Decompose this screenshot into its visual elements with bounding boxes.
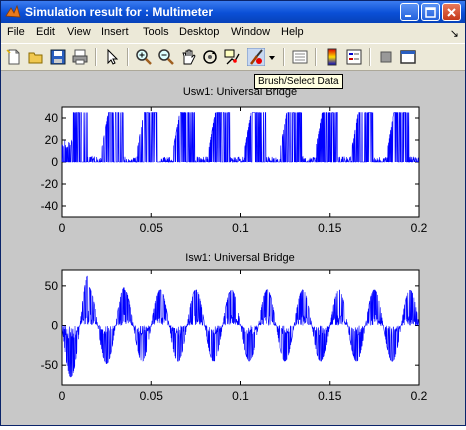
- toolbar-separator: [95, 48, 97, 66]
- y-tick-label: -50: [41, 358, 59, 372]
- pointer-icon[interactable]: [103, 48, 121, 66]
- y-tick-label: 0: [51, 319, 58, 333]
- brush-icon[interactable]: [247, 48, 265, 66]
- x-tick-label: 0.15: [318, 389, 342, 403]
- brush-dropdown-icon[interactable]: [267, 48, 277, 66]
- zoom-in-icon[interactable]: [135, 48, 153, 66]
- chart-title: Isw1: Universal Bridge: [185, 252, 294, 264]
- print-icon[interactable]: [71, 48, 89, 66]
- axes-bottom[interactable]: [61, 269, 420, 386]
- axes-top-ticks: 0 0.05 0.1 0.15 0.2 -40 -20 0 20 40: [41, 107, 428, 235]
- chart-title: Usw1: Universal Bridge: [183, 86, 297, 98]
- x-tick-label: 0.2: [411, 221, 428, 235]
- minimize-icon: [405, 15, 411, 17]
- x-tick-label: 0: [59, 389, 66, 403]
- x-tick-label: 0.15: [318, 221, 342, 235]
- x-tick-label: 0.2: [411, 389, 428, 403]
- rotate-3d-icon[interactable]: [201, 48, 219, 66]
- x-tick-label: 0.1: [232, 221, 249, 235]
- menu-file[interactable]: File: [7, 26, 25, 38]
- title-bar[interactable]: Simulation result for : Multimeter: [1, 1, 465, 23]
- series-line: [61, 275, 420, 378]
- axes-bottom-ticks: 0 0.05 0.1 0.15 0.2 -50 0 50: [41, 270, 428, 403]
- save-icon[interactable]: [49, 48, 67, 66]
- close-icon: [447, 8, 456, 17]
- menu-view[interactable]: View: [67, 26, 91, 38]
- show-plot-tools-icon[interactable]: [399, 48, 417, 66]
- close-button[interactable]: [442, 3, 461, 21]
- menu-help[interactable]: Help: [281, 26, 304, 38]
- menu-edit[interactable]: Edit: [36, 26, 55, 38]
- menu-window[interactable]: Window: [231, 26, 271, 38]
- plots-svg: Usw1: Universal Bridge 0 0.05 0.1 0.15 0.2 -4…: [41, 86, 428, 403]
- y-tick-label: -40: [41, 199, 59, 213]
- toolbar-separator: [369, 48, 371, 66]
- toolbar-separator: [127, 48, 129, 66]
- y-tick-label: 20: [45, 133, 59, 147]
- y-tick-label: -20: [41, 177, 59, 191]
- y-tick-label: 40: [45, 111, 59, 125]
- x-tick-label: 0: [59, 221, 66, 235]
- menu-tools[interactable]: Tools: [143, 26, 169, 38]
- dock-arrow-icon[interactable]: ↘: [449, 28, 459, 40]
- zoom-out-icon[interactable]: [157, 48, 175, 66]
- x-tick-label: 0.1: [232, 389, 249, 403]
- menu-desktop[interactable]: Desktop: [179, 26, 220, 38]
- open-file-icon[interactable]: [27, 48, 45, 66]
- new-figure-icon[interactable]: [5, 48, 23, 66]
- matlab-icon: [5, 4, 21, 18]
- menu-bar: File Edit View Insert Tools Desktop Wind…: [1, 23, 465, 43]
- menu-insert[interactable]: Insert: [101, 26, 129, 38]
- link-plot-icon[interactable]: [291, 48, 309, 66]
- x-tick-label: 0.05: [140, 221, 164, 235]
- data-cursor-icon[interactable]: [223, 48, 241, 66]
- toolbar-separator: [315, 48, 317, 66]
- pan-icon[interactable]: [179, 48, 197, 66]
- toolbar-separator: [283, 48, 285, 66]
- y-tick-label: 0: [51, 155, 58, 169]
- window-title: Simulation result for : Multimeter: [25, 5, 214, 19]
- legend-icon[interactable]: [345, 48, 363, 66]
- minimize-button[interactable]: [400, 3, 419, 21]
- tooltip: Brush/Select Data: [254, 74, 343, 89]
- figure-canvas: Usw1: Universal Bridge 0 0.05 0.1 0.15 0.2 -4…: [1, 71, 465, 425]
- x-tick-label: 0.05: [140, 389, 164, 403]
- y-tick-label: 50: [45, 279, 59, 293]
- series-line: [61, 112, 419, 164]
- colorbar-icon[interactable]: [323, 48, 341, 66]
- maximize-icon: [425, 7, 436, 18]
- figure-toolbar: [1, 43, 465, 71]
- hide-plot-tools-icon[interactable]: [377, 48, 395, 66]
- maximize-button[interactable]: [421, 3, 440, 21]
